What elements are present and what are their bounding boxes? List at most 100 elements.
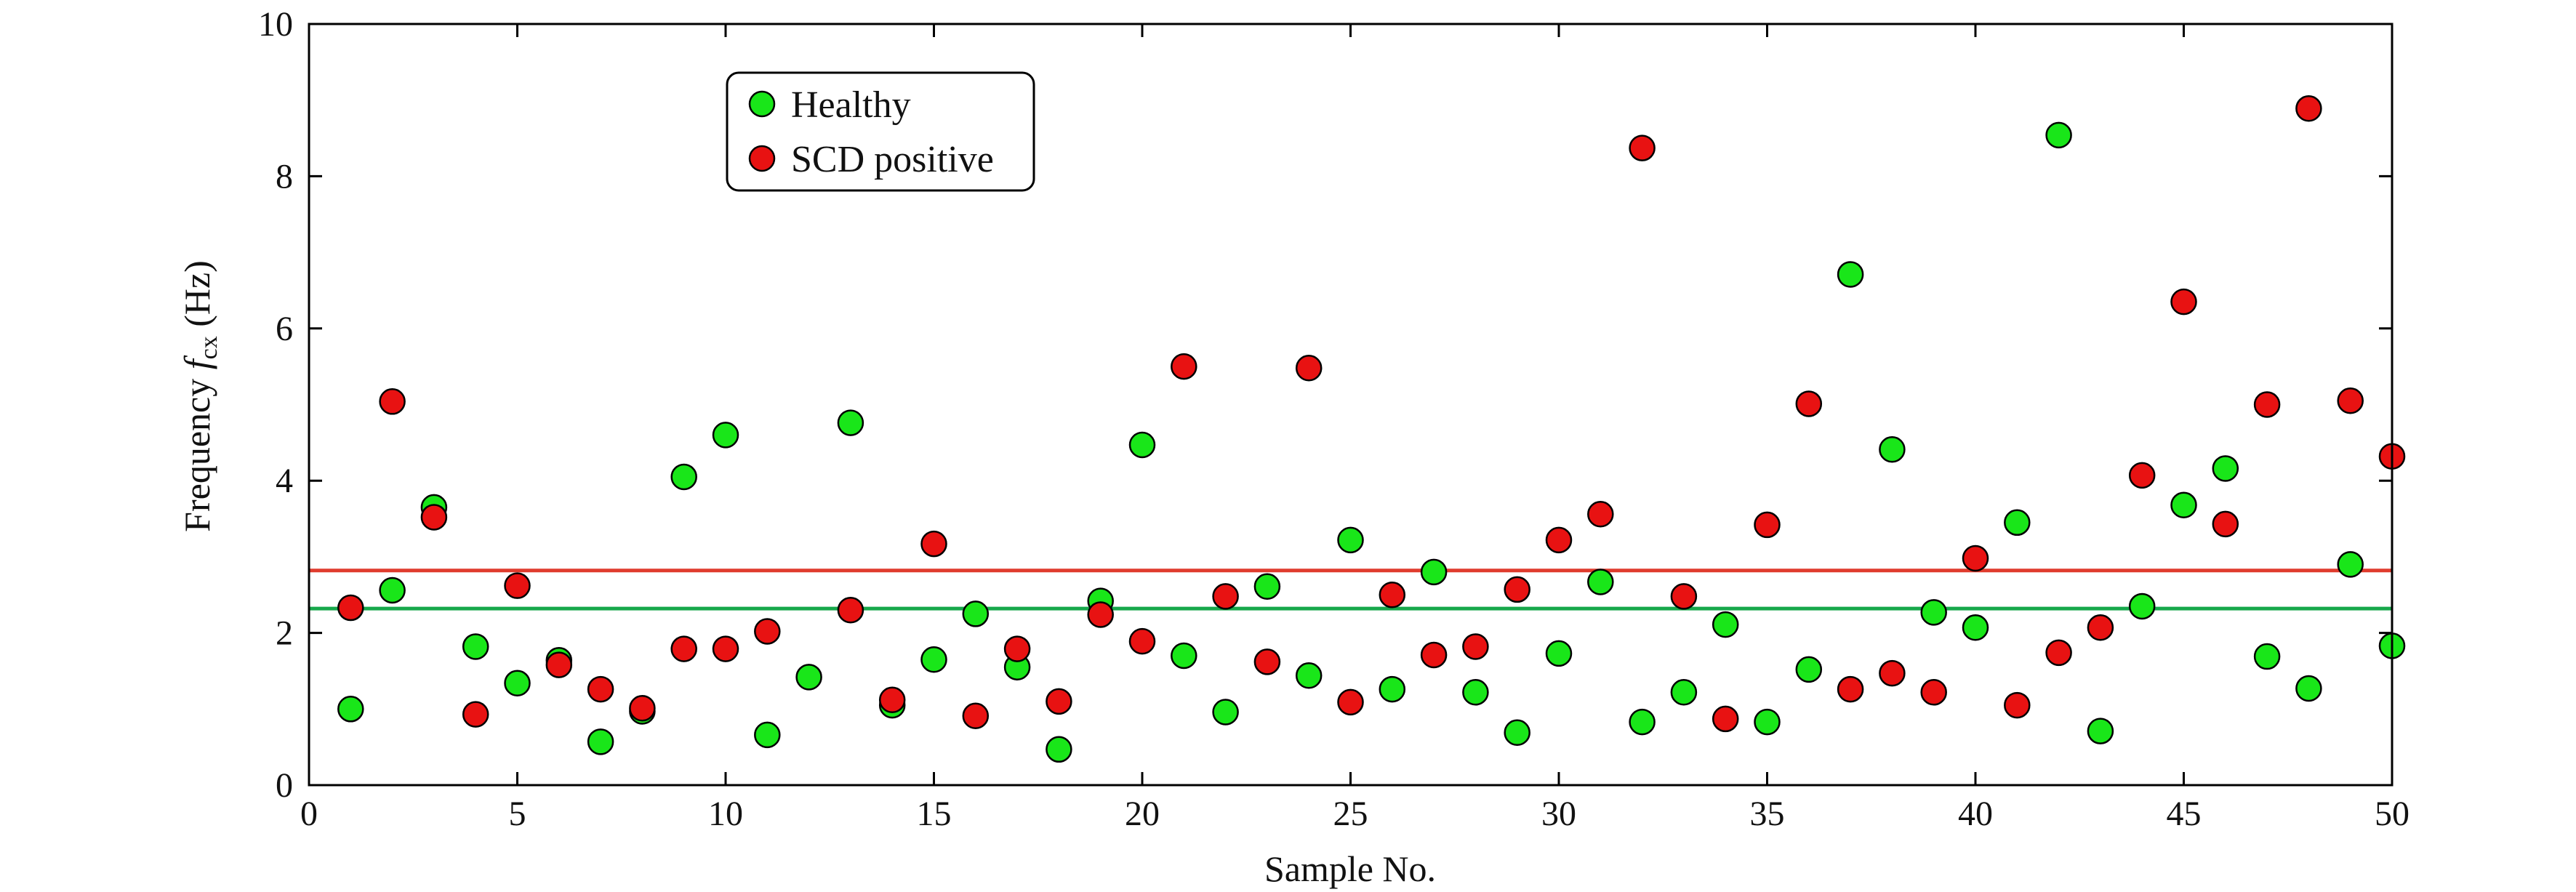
point-healthy (1504, 719, 1530, 747)
point-scd-positive (1545, 526, 1573, 554)
point-healthy (2295, 675, 2322, 702)
point-healthy (2212, 455, 2239, 482)
legend-box (726, 71, 1035, 192)
point-healthy (587, 728, 614, 755)
point-scd-positive (962, 702, 990, 729)
point-healthy (712, 422, 739, 449)
point-healthy (504, 670, 531, 696)
point-scd-positive (1670, 583, 1698, 610)
point-scd-positive (2004, 691, 2031, 719)
point-scd-positive (1879, 659, 1906, 687)
point-scd-positive (1087, 601, 1114, 628)
point-healthy (1295, 662, 1323, 689)
point-healthy (1212, 699, 1239, 726)
point-healthy (1587, 568, 1614, 595)
legend-marker-scd-positive (748, 145, 776, 172)
point-healthy (2337, 551, 2364, 578)
point-scd-positive (545, 651, 573, 678)
reference-lines (309, 568, 2392, 611)
point-scd-positive (2170, 288, 2197, 316)
point-scd-positive (1212, 583, 1239, 610)
point-scd-positive (878, 686, 906, 713)
point-scd-positive (1712, 705, 1739, 733)
legend-label-scd-positive: SCD positive (791, 139, 994, 180)
x-tick-label: 5 (509, 795, 526, 833)
point-healthy (2087, 718, 2114, 744)
y-tick-label: 4 (276, 462, 293, 500)
point-healthy (379, 576, 406, 604)
point-scd-positive (837, 596, 864, 624)
x-tick-label: 20 (1125, 795, 1160, 833)
legend-label-healthy: Healthy (791, 84, 911, 126)
x-axis-title: Sample No. (1264, 848, 1436, 889)
point-healthy (2004, 509, 2031, 537)
y-tick-label: 8 (276, 157, 293, 196)
point-healthy (1920, 599, 1947, 626)
point-healthy (1712, 611, 1739, 638)
legend-marker-healthy (748, 90, 776, 118)
y-axis-title: Frequency fcx (Hz) (177, 260, 222, 532)
point-healthy (795, 664, 822, 691)
point-healthy (1670, 679, 1698, 706)
x-tick-label: 40 (1958, 795, 1993, 833)
point-healthy (2170, 491, 2197, 518)
point-scd-positive (337, 594, 364, 622)
point-scd-positive (587, 675, 614, 703)
point-scd-positive (1962, 545, 1989, 572)
point-scd-positive (920, 530, 947, 558)
point-scd-positive (1837, 675, 1864, 703)
point-scd-positive (629, 695, 656, 722)
point-scd-positive (504, 572, 531, 599)
point-healthy (1795, 656, 1823, 683)
point-scd-positive (2045, 639, 2072, 667)
point-healthy (1128, 431, 1156, 459)
x-tick-label: 45 (2167, 795, 2202, 833)
point-scd-positive (1003, 635, 1031, 662)
point-healthy (1629, 708, 1656, 736)
point-scd-positive (1337, 688, 1364, 716)
point-scd-positive (1253, 648, 1281, 675)
point-healthy (1046, 736, 1072, 763)
point-scd-positive (1795, 390, 1823, 417)
point-healthy (462, 633, 489, 660)
x-axis: 0 5 10 15 20 25 30 35 40 45 50 (300, 24, 2410, 833)
y-tick-label: 0 (276, 766, 293, 805)
x-tick-label: 25 (1333, 795, 1368, 833)
point-scd-positive (712, 635, 739, 662)
point-healthy (1754, 708, 1781, 736)
point-scd-positive (2337, 387, 2364, 414)
point-healthy (1879, 436, 1906, 463)
point-scd-positive (2212, 510, 2239, 538)
point-healthy (1837, 261, 1864, 288)
point-healthy (1962, 614, 1989, 641)
point-healthy (754, 721, 781, 749)
point-healthy (1420, 558, 1448, 586)
data-points (337, 95, 2406, 763)
x-tick-label: 30 (1541, 795, 1576, 833)
x-tick-label: 50 (2375, 795, 2410, 833)
y-axis-title-unit: (Hz) (177, 260, 217, 336)
point-healthy (1171, 642, 1197, 670)
point-scd-positive (1171, 353, 1197, 380)
point-healthy (1337, 526, 1364, 554)
point-scd-positive (1754, 511, 1781, 539)
legend: Healthy SCD positive (726, 71, 1035, 192)
point-scd-positive (462, 701, 489, 728)
point-scd-positive (420, 504, 448, 531)
point-scd-positive (1920, 679, 1947, 706)
x-tick-label: 15 (917, 795, 952, 833)
point-healthy (1253, 573, 1281, 600)
point-scd-positive (1462, 633, 1489, 660)
point-scd-positive (1295, 354, 1323, 382)
y-tick-label: 6 (276, 310, 293, 348)
point-healthy (837, 409, 864, 436)
point-healthy (2253, 643, 2281, 670)
y-axis-title-subscript: cx (196, 336, 222, 359)
y-axis-title-prefix: Frequency (177, 369, 217, 532)
point-scd-positive (1587, 501, 1614, 528)
x-tick-label: 10 (708, 795, 743, 833)
point-healthy (1379, 675, 1406, 703)
point-healthy (920, 646, 947, 673)
y-tick-label: 10 (258, 5, 293, 44)
point-scd-positive (754, 618, 781, 645)
